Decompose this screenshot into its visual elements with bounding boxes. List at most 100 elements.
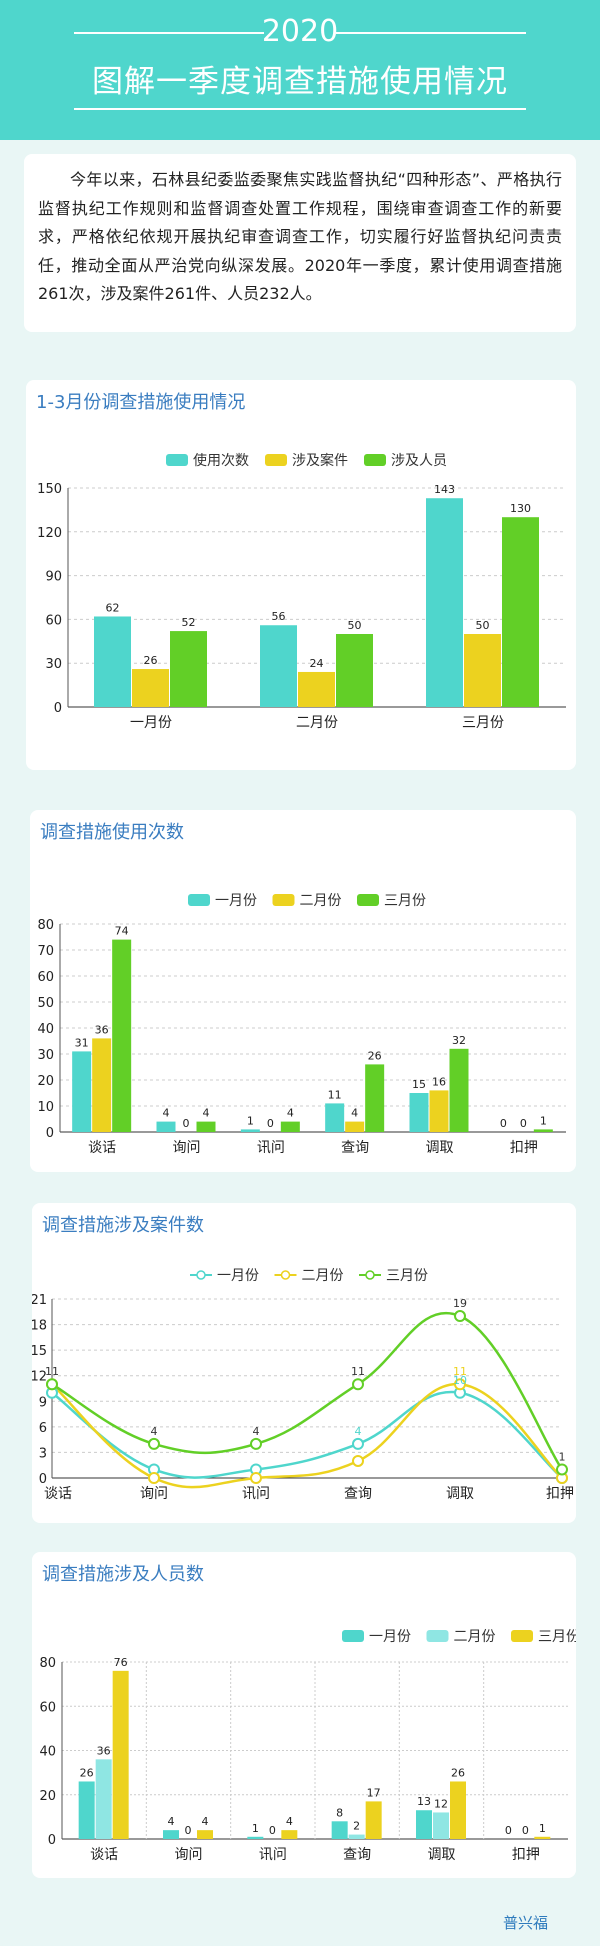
chart2-data-label: 11 — [328, 1088, 342, 1101]
chart4-data-label: 2 — [353, 1820, 360, 1833]
chart1-bar — [170, 631, 207, 707]
chart4-bar — [416, 1810, 432, 1839]
chart3-point — [352, 1454, 364, 1467]
chart4-legend-label: 三月份 — [538, 1629, 576, 1645]
chart3-legend-marker — [280, 1270, 291, 1280]
chart2-bar — [429, 1090, 449, 1132]
chart3-point — [46, 1378, 58, 1391]
chart1-xtick-label: 三月份 — [462, 715, 504, 731]
chart4-xtick-label: 扣押 — [512, 1847, 540, 1863]
chart2-legend-swatch — [272, 894, 295, 906]
chart2-legend-label: 三月份 — [384, 893, 426, 909]
chart3-card: 调查措施涉及案件数 0 3 6 9 12 15 18 21 谈话 询问 讯问 查询 调取 扣押 11 4 4 4 1… — [30, 1203, 576, 1523]
chart3-point — [454, 1310, 466, 1323]
chart2-data-label: 4 — [163, 1107, 170, 1120]
chart2-data-label: 1 — [540, 1114, 547, 1127]
chart4-bar — [78, 1781, 95, 1839]
chart1-data-label: 62 — [106, 601, 120, 614]
chart3-point — [148, 1472, 160, 1484]
chart4-data-label: 8 — [336, 1806, 343, 1819]
chart4-legend-label: 一月份 — [369, 1629, 411, 1645]
chart4-data-label: 0 — [185, 1824, 192, 1837]
chart4-ytick-label: 20 — [39, 1789, 56, 1804]
chart4-bar — [433, 1812, 449, 1839]
chart2-bar — [92, 1038, 112, 1132]
chart1-bar — [464, 634, 501, 707]
chart4-ytick-label: 80 — [39, 1656, 56, 1671]
chart3-xtick-label: 谈话 — [44, 1486, 72, 1502]
chart4-xtick-label: 谈话 — [90, 1847, 118, 1863]
chart2-xtick-label: 讯问 — [257, 1140, 285, 1156]
chart3-xtick-label: 询问 — [140, 1486, 168, 1502]
chart4-xtick-label: 调取 — [428, 1847, 456, 1863]
chart3-xtick-label: 扣押 — [546, 1486, 574, 1502]
chart2-bar — [365, 1064, 385, 1132]
chart4-data-label: 12 — [434, 1797, 448, 1810]
chart3-point — [250, 1437, 262, 1450]
chart3-point — [352, 1437, 364, 1450]
chart3-point — [556, 1463, 568, 1476]
chart1-data-label: 50 — [476, 619, 490, 632]
chart4-bar — [365, 1801, 382, 1839]
chart3-series-line — [51, 1382, 563, 1489]
chart2-legend-swatch — [357, 894, 379, 906]
chart4-bar — [450, 1781, 466, 1839]
chart3-legend-label: 三月份 — [386, 1268, 428, 1284]
chart2-data-label: 0 — [500, 1117, 507, 1130]
chart1-data-label: 56 — [272, 610, 286, 623]
chart4-xtick-label: 查询 — [343, 1847, 371, 1863]
chart3-series-line — [51, 1390, 563, 1479]
chart2-bar — [112, 939, 132, 1132]
chart2-data-label: 26 — [368, 1049, 382, 1062]
chart2-bar — [325, 1103, 345, 1132]
chart1-data-label: 130 — [510, 502, 531, 515]
chart3-point — [454, 1378, 466, 1391]
chart4-data-label: 1 — [539, 1822, 546, 1835]
chart2-data-label: 32 — [452, 1034, 466, 1047]
chart4-ytick-label: 40 — [39, 1745, 56, 1760]
chart4-xtick-label: 询问 — [175, 1847, 203, 1863]
chart2-xtick-label: 扣押 — [510, 1140, 538, 1156]
chart3-data-label: 10 — [453, 1374, 467, 1387]
footer-author: 普兴福 — [502, 1914, 548, 1932]
chart4-data-label: 0 — [505, 1824, 512, 1837]
chart3-legend-marker — [365, 1270, 375, 1280]
chart2-title: 调查措施使用次数 — [40, 822, 184, 843]
chart4-bar — [348, 1834, 365, 1839]
chart4-bar — [281, 1830, 298, 1839]
chart2-ytick-label: 20 — [37, 1074, 54, 1089]
chart3-ytick-label: 9 — [39, 1395, 47, 1410]
chart2-bar — [533, 1129, 553, 1132]
chart4-bar — [534, 1836, 551, 1839]
chart2-data-label: 74 — [115, 925, 129, 938]
chart3-ytick-label: 18 — [32, 1319, 47, 1334]
header-line-right — [336, 32, 526, 34]
chart2-ytick-label: 10 — [37, 1100, 54, 1115]
chart1-xtick-label: 一月份 — [130, 715, 172, 731]
page-title: 图解一季度调查措施使用情况 — [92, 64, 508, 100]
chart3-ytick-label: 15 — [32, 1344, 47, 1359]
chart2-bar — [240, 1129, 260, 1132]
chart3-xtick-label: 讯问 — [242, 1486, 270, 1502]
chart4-ytick-label: 0 — [48, 1833, 56, 1848]
chart1-data-label: 24 — [310, 657, 324, 670]
chart2-ytick-label: 30 — [37, 1048, 54, 1063]
chart4-legend-label: 二月份 — [454, 1629, 496, 1645]
header-line-bottom — [74, 108, 526, 110]
chart2-data-label: 0 — [520, 1117, 527, 1130]
chart2-bar — [72, 1051, 92, 1132]
chart3-data-label: 11 — [453, 1365, 467, 1378]
chart1-legend-label: 涉及人员 — [391, 453, 447, 469]
chart4-legend-swatch — [511, 1630, 533, 1642]
chart1-ytick-label: 90 — [45, 570, 62, 585]
chart2-bar — [449, 1048, 469, 1132]
chart1-data-label: 143 — [434, 483, 455, 496]
chart4-data-label: 4 — [168, 1815, 175, 1828]
chart3-data-label: 4 — [253, 1425, 260, 1438]
chart2-ytick-label: 0 — [46, 1126, 54, 1141]
chart4-data-label: 1 — [252, 1822, 259, 1835]
chart4-data-label: 0 — [269, 1824, 276, 1837]
chart1-ytick-label: 60 — [45, 613, 62, 628]
chart4-data-label: 26 — [451, 1766, 465, 1779]
chart3-data-label: 4 — [355, 1425, 362, 1438]
